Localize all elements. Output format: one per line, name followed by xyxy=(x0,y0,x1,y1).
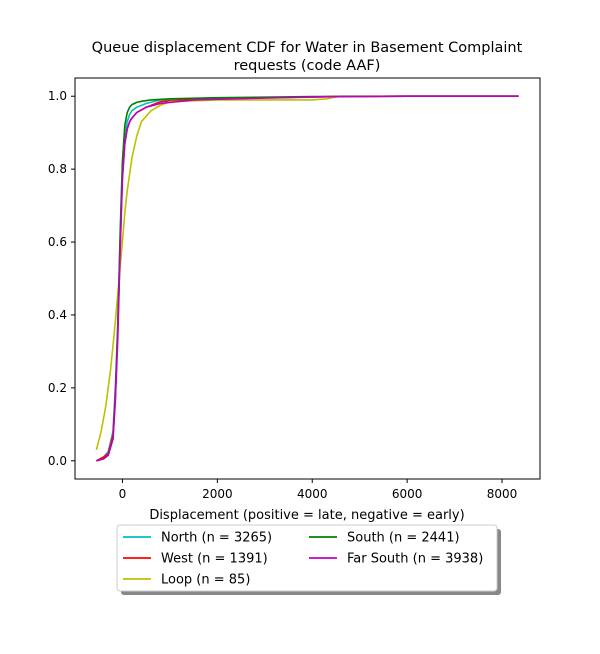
x-tick-label: 4000 xyxy=(297,487,328,501)
series-line-south xyxy=(96,95,519,462)
y-tick-label: 0.8 xyxy=(48,162,67,176)
legend-label-loop: Loop (n = 85) xyxy=(161,573,250,588)
legend-box xyxy=(116,524,498,592)
y-tick-label: 1.0 xyxy=(48,89,67,103)
chart-title-line-2: requests (code AAF) xyxy=(234,58,381,74)
x-tick-label: 6000 xyxy=(392,487,423,501)
y-tick-label: 0.4 xyxy=(48,308,67,322)
legend: North (n = 3265) South (n = 2441) West (n … xyxy=(116,524,501,595)
x-axis-label: Displacement (positive = late, negative … xyxy=(149,508,464,523)
series-layer xyxy=(95,95,519,462)
legend-label-north: North (n = 3265) xyxy=(161,531,272,546)
x-axis-ticks: 0 2000 4000 6000 8000 xyxy=(119,479,518,501)
y-tick-label: 0.2 xyxy=(48,381,67,395)
x-tick-label: 0 xyxy=(119,487,127,501)
y-axis-ticks: 0.0 0.2 0.4 0.6 0.8 1.0 xyxy=(48,89,75,468)
legend-label-far-south: Far South (n = 3938) xyxy=(347,552,483,567)
x-tick-label: 2000 xyxy=(202,487,233,501)
chart-title-line-1: Queue displacement CDF for Water in Base… xyxy=(92,40,523,56)
plot-area-frame xyxy=(74,77,541,480)
series-line-loop xyxy=(95,95,519,451)
series-line-north xyxy=(96,95,519,462)
legend-label-south: South (n = 2441) xyxy=(347,531,460,546)
x-tick-label: 8000 xyxy=(487,487,518,501)
series-line-west xyxy=(96,95,519,462)
series-line-far-south xyxy=(96,95,519,462)
legend-label-west: West (n = 1391) xyxy=(161,552,268,567)
y-tick-label: 0.0 xyxy=(48,454,67,468)
y-tick-label: 0.6 xyxy=(48,235,67,249)
legend-entries: North (n = 3265) South (n = 2441) West (n … xyxy=(123,531,483,588)
